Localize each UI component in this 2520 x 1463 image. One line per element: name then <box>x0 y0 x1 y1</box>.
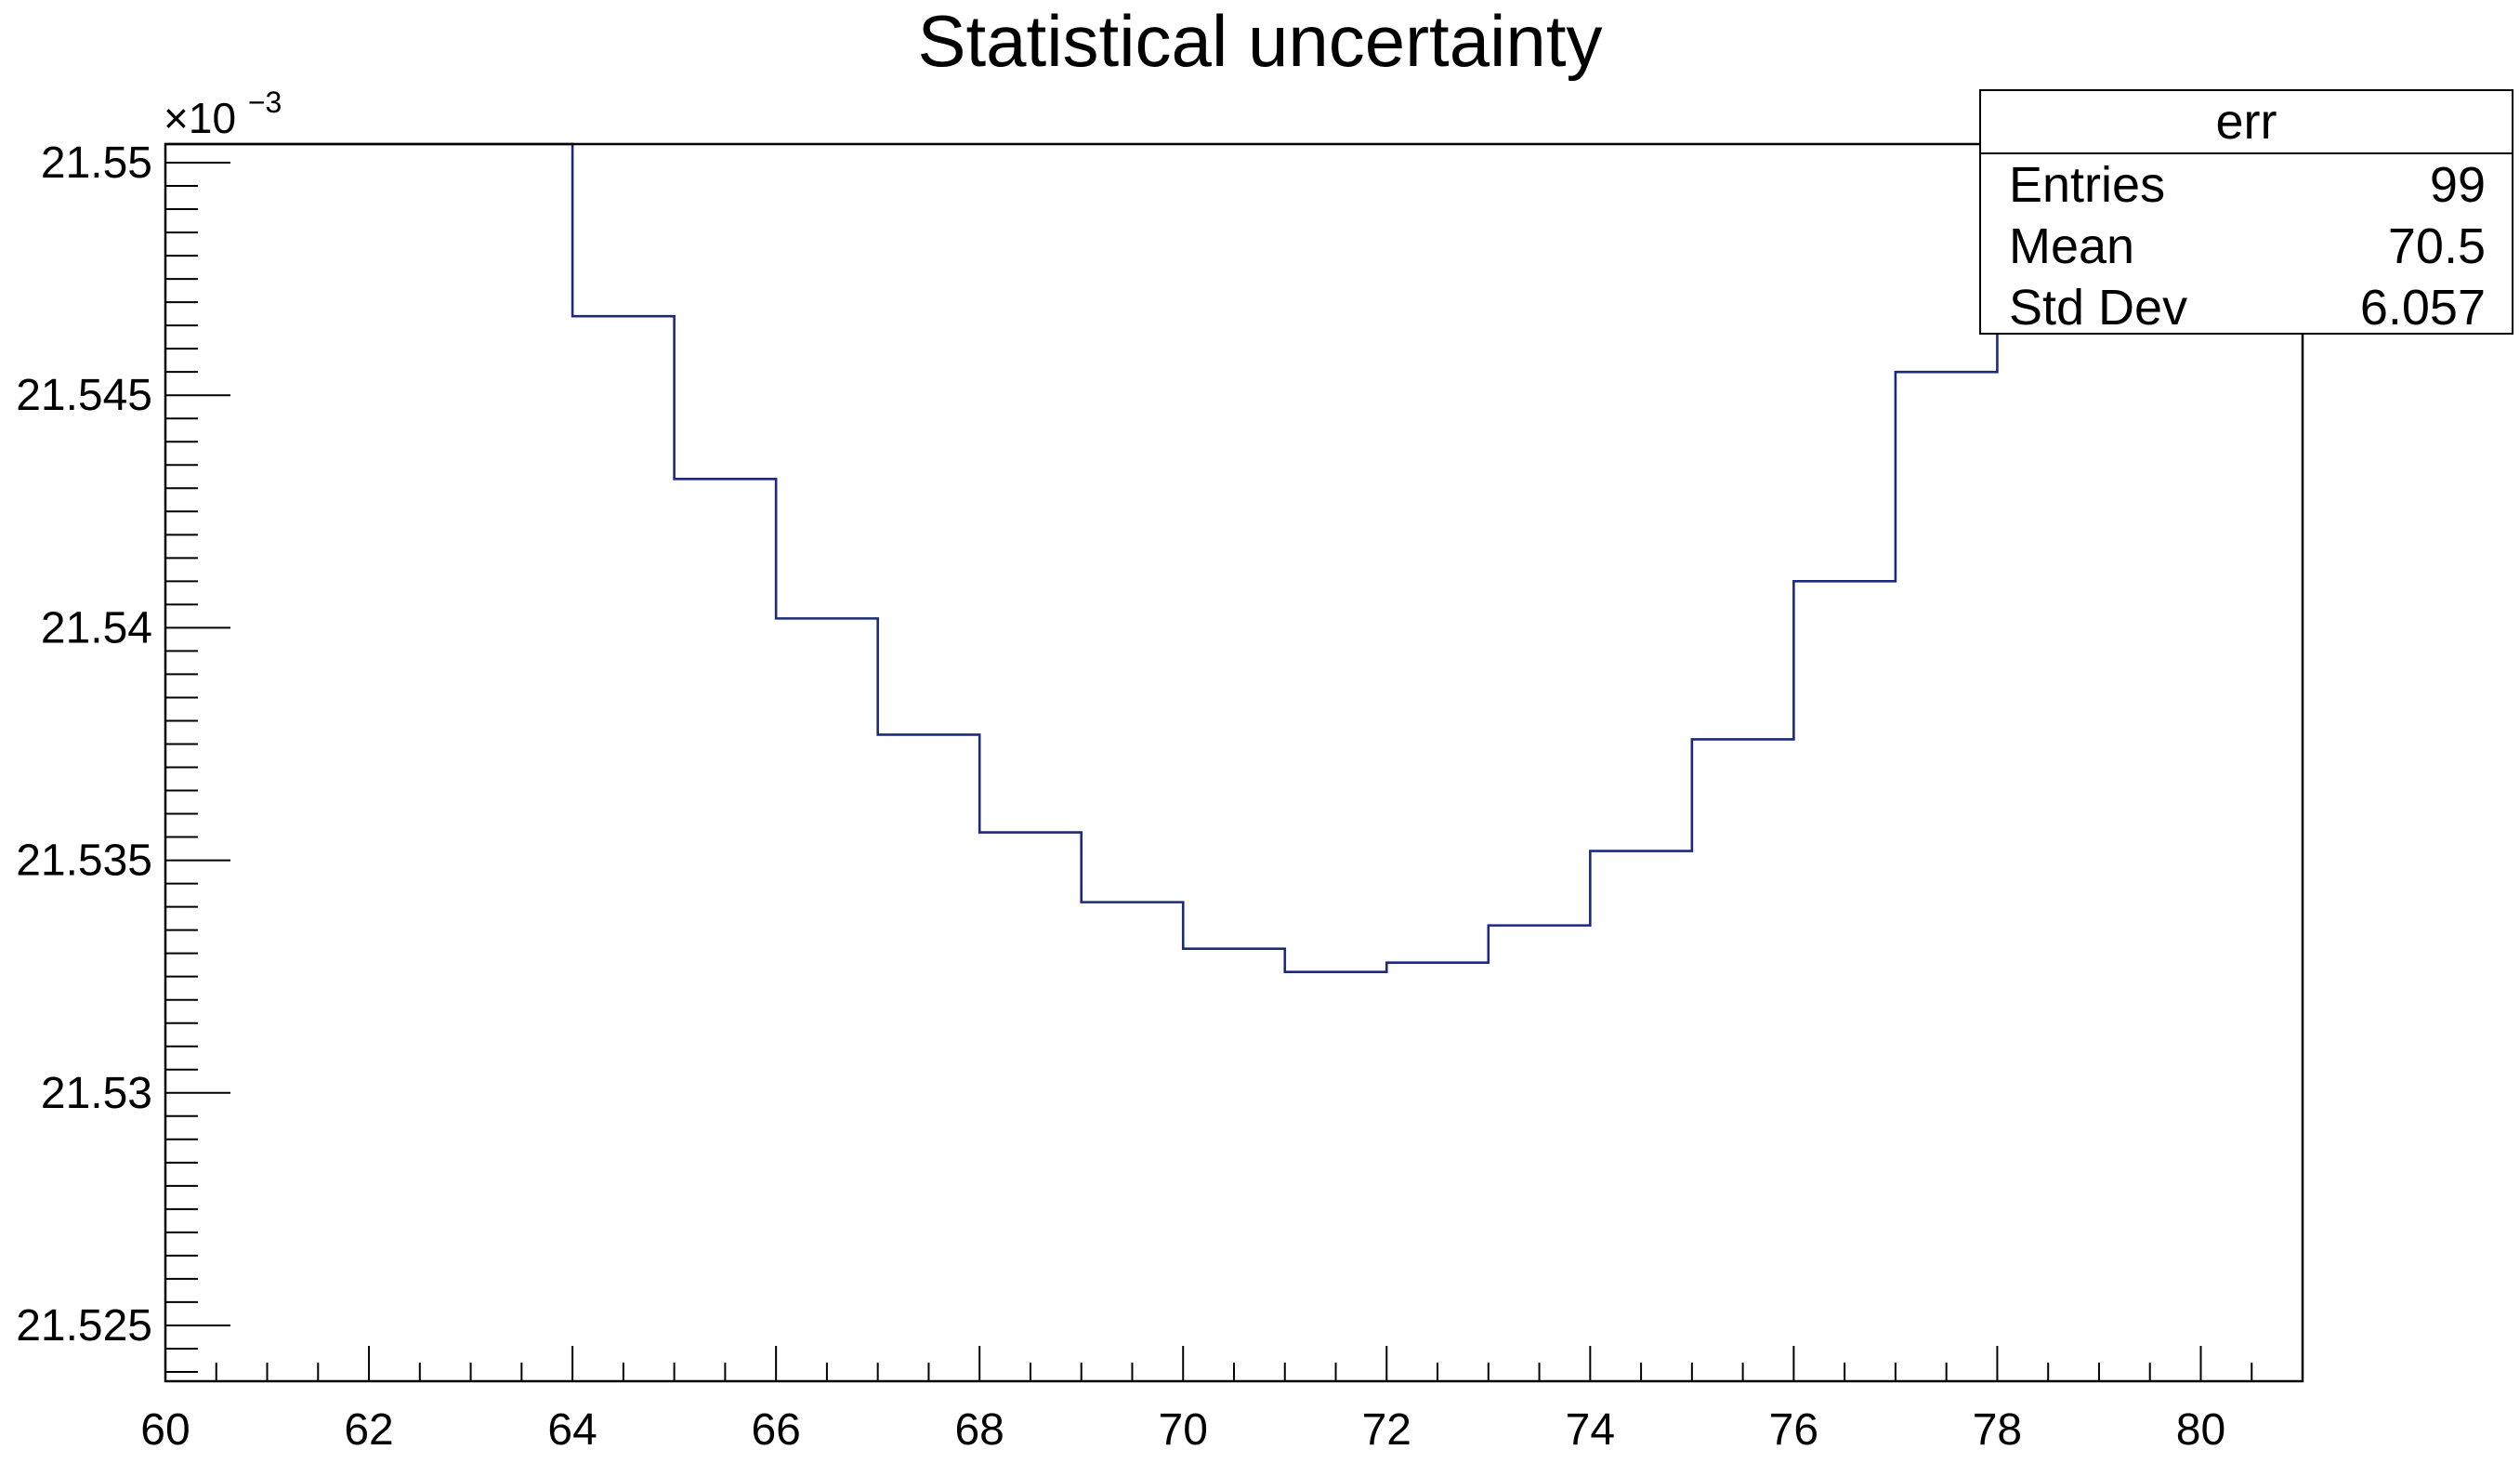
histogram-bin <box>979 833 1082 1381</box>
histogram-line <box>165 142 2303 973</box>
histogram-bin <box>1489 926 1591 1381</box>
y-tick-label: 21.54 <box>41 603 152 652</box>
stats-row-stddev: Std Dev 6.057 <box>1981 277 2512 338</box>
y-multiplier-exponent: −3 <box>248 86 282 119</box>
histogram-bin <box>165 144 572 1381</box>
histogram-bin <box>1692 739 1794 1381</box>
y-tick-label: 21.525 <box>16 1301 152 1351</box>
histogram-bin <box>675 479 777 1381</box>
axis-ticks <box>164 144 2303 1381</box>
x-tick-label: 62 <box>344 1405 393 1455</box>
y-axis-multiplier: ×10 −3 <box>164 86 282 142</box>
histogram-bin <box>1183 949 1285 1381</box>
x-tick-label: 80 <box>2176 1405 2225 1455</box>
histogram-bin <box>776 618 878 1381</box>
x-tick-label: 60 <box>140 1405 190 1455</box>
histogram-bin <box>572 316 675 1381</box>
stats-label: Std Dev <box>2009 280 2188 336</box>
plot-frame <box>164 142 2304 1383</box>
histogram-bin <box>1896 372 1998 1381</box>
x-tick-label: 76 <box>1769 1405 1818 1455</box>
histogram-bin <box>1386 963 1489 1381</box>
stats-label: Entries <box>2009 157 2166 213</box>
stats-value: 99 <box>2429 157 2486 213</box>
x-tick-label: 66 <box>751 1405 800 1455</box>
x-tick-label: 72 <box>1362 1405 1411 1455</box>
histogram-bin <box>1082 903 1184 1381</box>
x-tick-label: 74 <box>1566 1405 1615 1455</box>
y-tick-label: 21.55 <box>41 138 152 188</box>
y-tick-label: 21.535 <box>16 837 152 886</box>
y-tick-label: 21.545 <box>16 371 152 420</box>
histogram-bin <box>1590 851 1692 1381</box>
stats-value: 6.057 <box>2359 280 2486 336</box>
histogram-bin <box>1285 972 1387 1381</box>
x-tick-label: 78 <box>1973 1405 2022 1455</box>
stats-row-entries: Entries 99 <box>1981 154 2512 216</box>
histogram-bin <box>878 734 980 1381</box>
chart-title: Statistical uncertainty <box>917 0 1603 82</box>
x-tick-label: 68 <box>954 1405 1004 1455</box>
stats-value: 70.5 <box>2387 218 2486 274</box>
axis-labels: 60 62 64 66 68 70 72 74 76 78 80 21.525 21.53 21.535 2… <box>16 138 2225 1455</box>
stats-label: Mean <box>2009 218 2135 274</box>
y-tick-label: 21.53 <box>41 1069 152 1118</box>
x-tick-label: 64 <box>547 1405 597 1455</box>
y-multiplier-base: ×10 <box>164 94 236 142</box>
stats-box-title: err <box>1981 91 2512 154</box>
stats-box: err Entries 99 Mean 70.5 Std Dev 6.057 <box>1979 89 2513 338</box>
x-tick-label: 70 <box>1159 1405 1208 1455</box>
stats-row-mean: Mean 70.5 <box>1981 216 2512 277</box>
histogram-bin <box>1793 581 1896 1381</box>
